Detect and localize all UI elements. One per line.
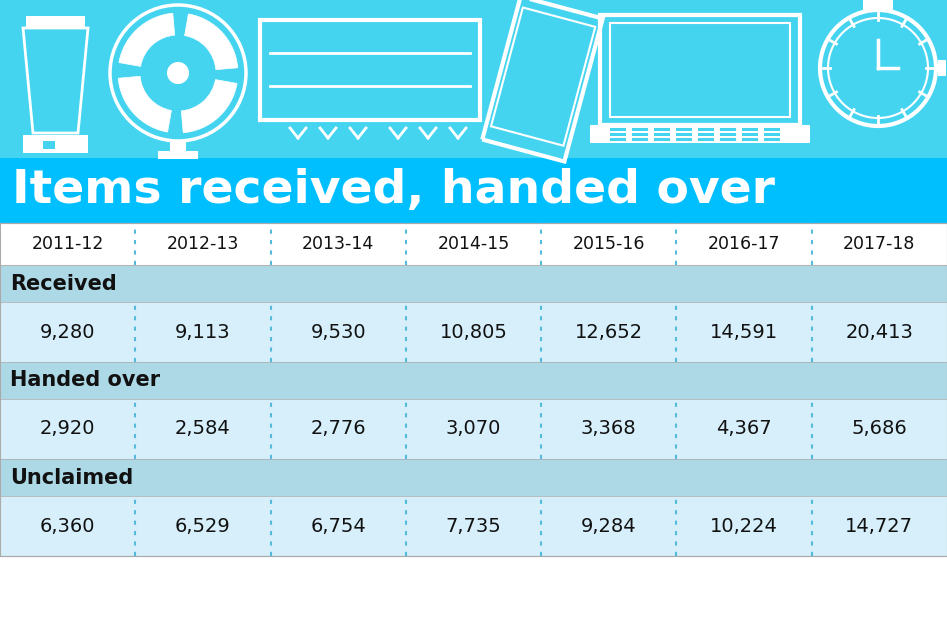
- Bar: [720, 133, 736, 136]
- Bar: [170, 141, 186, 153]
- Bar: [43, 141, 55, 149]
- Bar: [764, 133, 780, 136]
- Text: 2,776: 2,776: [311, 420, 366, 438]
- Bar: [654, 138, 670, 141]
- Bar: [676, 138, 692, 141]
- Text: 2017-18: 2017-18: [843, 235, 916, 253]
- Bar: [0, 223, 947, 265]
- Text: 2014-15: 2014-15: [438, 235, 509, 253]
- Text: 20,413: 20,413: [846, 322, 913, 342]
- Bar: [632, 133, 648, 136]
- Bar: [863, 0, 893, 12]
- Bar: [632, 128, 648, 131]
- Bar: [720, 128, 736, 131]
- Bar: [610, 128, 626, 131]
- Bar: [742, 138, 758, 141]
- Wedge shape: [118, 76, 171, 132]
- Text: 5,686: 5,686: [851, 420, 907, 438]
- Text: 12,652: 12,652: [575, 322, 643, 342]
- Text: 2,584: 2,584: [175, 420, 231, 438]
- Bar: [0, 302, 947, 362]
- Bar: [158, 151, 198, 159]
- Text: Unclaimed: Unclaimed: [10, 468, 134, 487]
- Bar: [676, 128, 692, 131]
- Bar: [610, 133, 626, 136]
- Bar: [698, 133, 714, 136]
- Bar: [698, 128, 714, 131]
- Bar: [0, 265, 947, 302]
- Text: 3,070: 3,070: [446, 420, 501, 438]
- Bar: [742, 128, 758, 131]
- Bar: [0, 496, 947, 556]
- Bar: [764, 138, 780, 141]
- Bar: [610, 138, 626, 141]
- Text: 6,529: 6,529: [175, 517, 231, 535]
- Wedge shape: [185, 14, 238, 70]
- Text: 3,368: 3,368: [581, 420, 636, 438]
- Text: 10,805: 10,805: [439, 322, 508, 342]
- Text: 9,280: 9,280: [40, 322, 96, 342]
- Text: 14,727: 14,727: [846, 517, 913, 535]
- Text: 9,284: 9,284: [581, 517, 636, 535]
- Bar: [742, 133, 758, 136]
- Bar: [26, 16, 85, 28]
- Bar: [654, 128, 670, 131]
- Wedge shape: [181, 79, 237, 133]
- Bar: [698, 138, 714, 141]
- Text: 10,224: 10,224: [710, 517, 778, 535]
- Text: 9,530: 9,530: [311, 322, 366, 342]
- Text: 2015-16: 2015-16: [573, 235, 645, 253]
- Text: 2012-13: 2012-13: [167, 235, 239, 253]
- Wedge shape: [119, 13, 174, 66]
- Text: 6,360: 6,360: [40, 517, 96, 535]
- Bar: [0, 0, 947, 158]
- Bar: [0, 459, 947, 496]
- Bar: [0, 362, 947, 399]
- Bar: [676, 133, 692, 136]
- Bar: [720, 138, 736, 141]
- Text: Items received, handed over: Items received, handed over: [12, 168, 775, 213]
- Text: 7,735: 7,735: [446, 517, 501, 535]
- Bar: [0, 399, 947, 459]
- Text: 2011-12: 2011-12: [31, 235, 104, 253]
- Bar: [590, 125, 810, 143]
- Bar: [632, 138, 648, 141]
- Text: 9,113: 9,113: [175, 322, 231, 342]
- Bar: [764, 128, 780, 131]
- Text: 4,367: 4,367: [716, 420, 772, 438]
- Bar: [23, 135, 88, 153]
- Text: 2013-14: 2013-14: [302, 235, 374, 253]
- Bar: [0, 158, 947, 223]
- Text: Handed over: Handed over: [10, 371, 160, 391]
- Text: 6,754: 6,754: [311, 517, 366, 535]
- Bar: [654, 133, 670, 136]
- Circle shape: [168, 63, 188, 83]
- Bar: [938, 60, 946, 76]
- Text: 2,920: 2,920: [40, 420, 96, 438]
- Text: 2016-17: 2016-17: [707, 235, 780, 253]
- Text: 14,591: 14,591: [710, 322, 778, 342]
- Text: Received: Received: [10, 273, 116, 294]
